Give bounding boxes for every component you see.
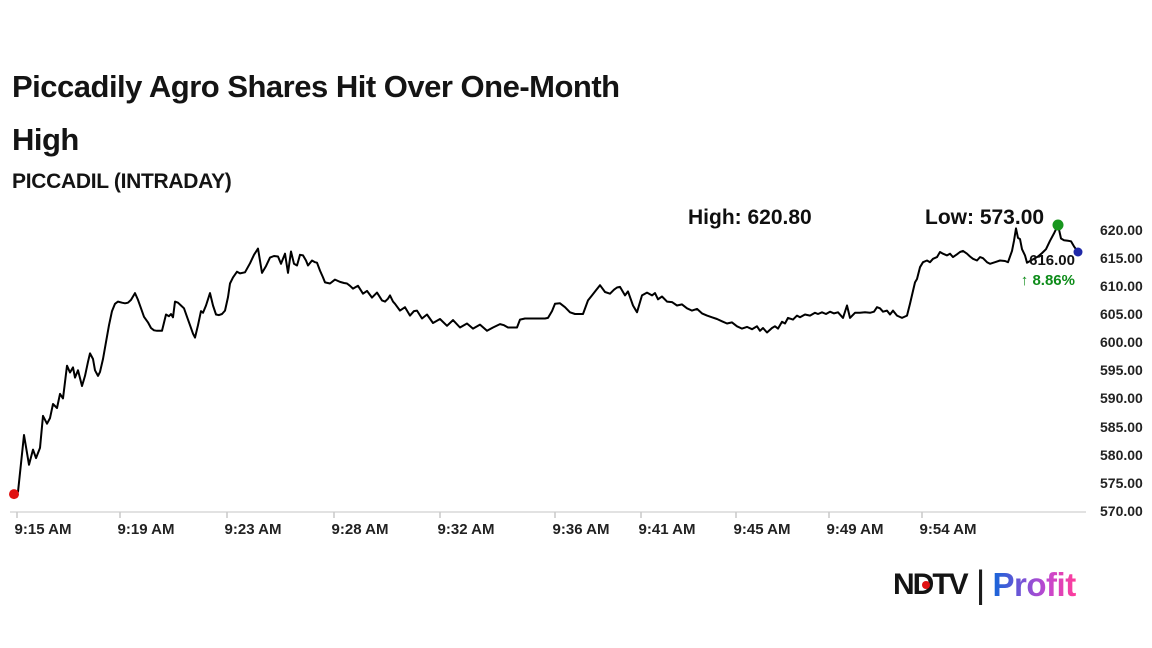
x-axis-label: 9:49 AM	[826, 521, 884, 538]
x-axis-label: 9:28 AM	[331, 521, 389, 538]
x-axis-label: 9:54 AM	[919, 521, 977, 538]
session-open-marker	[9, 489, 19, 500]
ndtv-profit-logo: NDTV | Profit	[893, 563, 1076, 607]
y-axis-label: 585.00	[1100, 418, 1143, 435]
y-axis-label: 620.00	[1100, 221, 1143, 238]
profit-wordmark: Profit	[992, 566, 1077, 603]
headline-line-1: Piccadily Agro Shares Hit Over One-Month	[12, 69, 620, 104]
x-axis-label: 9:32 AM	[437, 521, 495, 538]
y-axis-label: 595.00	[1100, 362, 1143, 379]
x-axis-label: 9:15 AM	[14, 521, 72, 538]
y-axis-label: 610.00	[1100, 277, 1143, 294]
session-high-marker	[1052, 219, 1064, 231]
y-axis-label: 590.00	[1100, 390, 1143, 407]
y-axis-label: 580.00	[1100, 446, 1143, 463]
x-axis-label: 9:41 AM	[638, 521, 696, 538]
x-axis-label: 9:19 AM	[117, 521, 175, 538]
change-percent-label: ↑ 8.86%	[1021, 272, 1075, 289]
low-value-label: Low: 573.00	[925, 206, 1045, 229]
ndtv-wordmark: NDTV	[893, 568, 969, 602]
y-axis-label: 570.00	[1100, 503, 1143, 519]
ndtv-red-dot-icon	[922, 581, 930, 589]
high-value-label: High: 620.80	[688, 206, 812, 229]
y-axis-label: 615.00	[1100, 249, 1143, 266]
last-price-label: 616.00	[1029, 252, 1075, 269]
logo-separator: |	[975, 564, 986, 606]
y-axis-label: 600.00	[1100, 334, 1143, 351]
change-percent-value: 8.86%	[1032, 272, 1075, 289]
x-axis-label: 9:23 AM	[224, 521, 282, 538]
last-price-marker	[1073, 247, 1083, 257]
page-title: Piccadily Agro Shares Hit Over One-Month…	[12, 60, 872, 166]
x-axis-label: 9:36 AM	[552, 521, 610, 538]
y-axis-label: 605.00	[1100, 305, 1143, 322]
ndtv-text: NDTV	[893, 568, 969, 601]
headline-line-2: High	[12, 122, 79, 157]
up-arrow-icon: ↑	[1020, 272, 1029, 289]
x-axis-label: 9:45 AM	[733, 521, 791, 538]
symbol-subtitle: PICCADIL (INTRADAY)	[12, 170, 232, 193]
y-axis-label: 575.00	[1100, 474, 1143, 491]
